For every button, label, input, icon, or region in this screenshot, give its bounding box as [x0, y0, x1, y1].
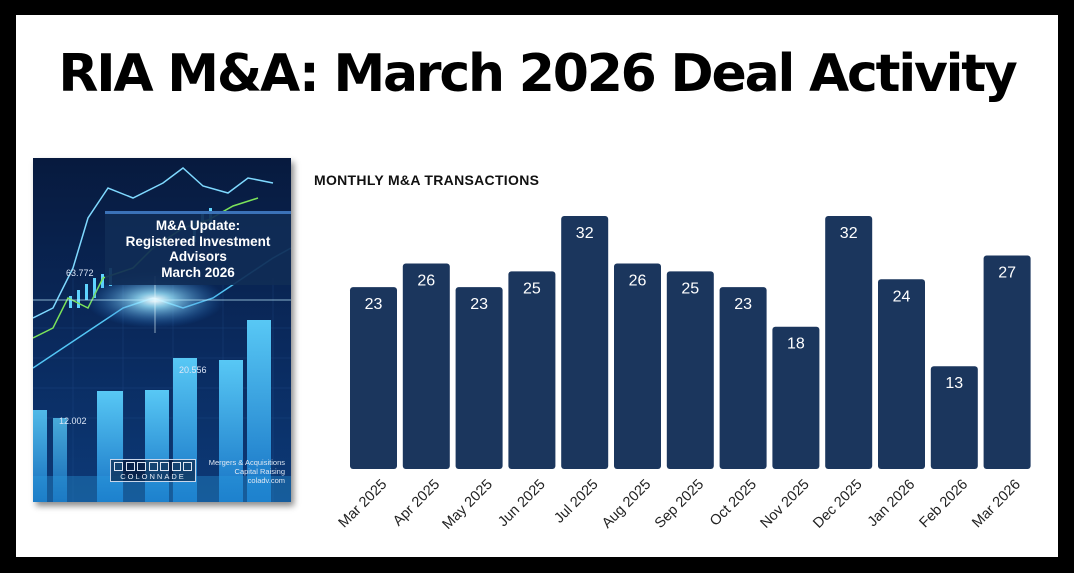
bar: [930, 366, 978, 469]
bar: [455, 287, 503, 469]
logo-text: COLONNADE: [120, 472, 186, 481]
x-tick-label: Jul 2025: [551, 477, 601, 527]
bar-value-label: 18: [787, 336, 805, 353]
bar-value-label: 32: [576, 225, 594, 242]
bar-value-label: 13: [945, 375, 963, 392]
bar: [772, 326, 820, 469]
x-tick-label: Aug 2025: [599, 477, 654, 532]
bar-value-label: 23: [470, 296, 488, 313]
x-tick-label: Dec 2025: [810, 477, 865, 532]
bar-chart: 23 Mar 2025 26 Apr 2025 23 May 2025 25 Jun 2025…: [336, 216, 1031, 533]
bar-value-label: 23: [365, 296, 383, 313]
x-tick-label: Nov 2025: [758, 477, 813, 532]
x-tick-label: Mar 2026: [969, 477, 1024, 532]
page-title: RIA M&A: March 2026 Deal Activity: [58, 44, 1017, 104]
bar: [561, 216, 609, 469]
cover-number: 20.556: [179, 365, 207, 375]
bar-value-label: 24: [893, 288, 911, 305]
x-tick-label: Sep 2025: [652, 477, 707, 532]
cover-title-line: Registered Investment: [125, 233, 271, 249]
cover-contact-line: Capital Raising: [234, 467, 285, 476]
bar-value-label: 26: [629, 272, 647, 289]
bar: [666, 271, 714, 469]
cover-contact-line: Mergers & Acquisitions: [208, 458, 285, 467]
chart-title: MONTHLY M&A TRANSACTIONS: [314, 172, 540, 188]
cover-number: 63.772: [66, 268, 94, 278]
cover-contact: Mergers & Acquisitions Capital Raising c…: [201, 458, 285, 485]
bar: [402, 263, 450, 469]
logo-squares-icon: [114, 462, 192, 472]
x-tick-label: Jan 2026: [865, 477, 919, 531]
colonnade-logo: COLONNADE: [110, 459, 196, 482]
bar-value-label: 32: [840, 225, 858, 242]
cover-title-line: Advisors: [169, 249, 227, 264]
x-tick-label: Feb 2026: [916, 477, 971, 532]
x-tick-label: Oct 2025: [707, 477, 760, 530]
bar: [508, 271, 556, 469]
bar-value-label: 27: [998, 265, 1016, 282]
bar-value-label: 26: [417, 272, 435, 289]
report-cover-image: 63.772 12.002 20.556 M&A Update: Registe…: [33, 158, 291, 502]
cover-title-line: M&A Update:: [155, 218, 241, 233]
bar-value-label: 25: [523, 280, 541, 297]
slide: RIA M&A: March 2026 Deal Activity: [16, 15, 1058, 557]
bar: [825, 216, 873, 469]
x-tick-label: May 2025: [440, 477, 496, 533]
bar: [878, 279, 925, 469]
cover-number: 12.002: [59, 416, 87, 426]
cover-title-box: M&A Update: Registered Investment Adviso…: [105, 211, 291, 285]
bar: [350, 287, 397, 469]
x-tick-label: Apr 2025: [390, 477, 443, 530]
bar-value-label: 25: [681, 280, 699, 297]
x-tick-label: Mar 2025: [336, 477, 391, 532]
cover-contact-line: coladv.com: [247, 476, 285, 485]
x-tick-label: Jun 2025: [495, 477, 549, 531]
cover-title-line: March 2026: [161, 264, 235, 280]
bar: [614, 263, 661, 469]
bar: [983, 255, 1031, 469]
bar-value-label: 23: [734, 296, 752, 313]
bar: [719, 287, 767, 469]
